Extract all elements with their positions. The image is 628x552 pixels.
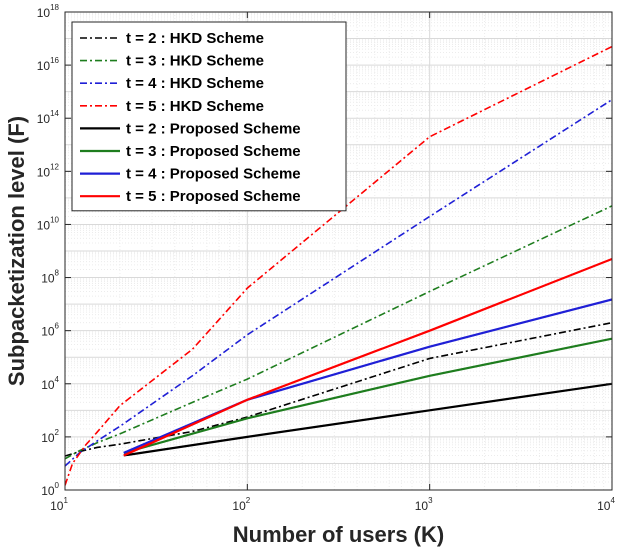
legend: t = 2 : HKD Scheme t = 3 : HKD Scheme t = … (71, 21, 347, 212)
series-line-6 (123, 337, 612, 454)
y-tick-label: 104 (41, 375, 59, 392)
x-tick-label: 103 (415, 496, 433, 513)
x-tick-label: 101 (50, 496, 68, 513)
legend-label-8: t = 5 : Proposed Scheme (126, 188, 301, 205)
y-tick-label: 102 (41, 428, 59, 445)
legend-box (71, 21, 347, 212)
y-tick-label: 106 (41, 322, 59, 339)
series-line-7 (123, 298, 612, 454)
series-line-3 (65, 98, 612, 467)
y-tick-label: 1014 (37, 109, 60, 126)
series-lines (65, 45, 612, 486)
series-line-8 (123, 257, 612, 457)
x-tick-label: 104 (597, 496, 615, 513)
legend-label-3: t = 4 : HKD Scheme (126, 75, 264, 92)
series-line-5 (123, 382, 612, 457)
legend-label-5: t = 2 : Proposed Scheme (126, 120, 301, 137)
axis-ticks: 101 102 103 104 100 102 104 106 108 1010 1012 1014 1… (37, 3, 616, 513)
y-tick-label: 1010 (37, 215, 60, 232)
legend-label-4: t = 5 : HKD Scheme (126, 98, 264, 115)
legend-label-2: t = 3 : HKD Scheme (126, 53, 264, 70)
y-tick-label: 1018 (37, 3, 60, 20)
legend-label-1: t = 2 : HKD Scheme (126, 30, 264, 47)
y-tick-label: 100 (41, 481, 59, 498)
plot-frame (64, 11, 613, 491)
y-tick-label: 1016 (37, 56, 60, 73)
y-tick-label: 108 (41, 269, 59, 286)
legend-label-6: t = 3 : Proposed Scheme (126, 143, 301, 160)
y-tick-label: 1012 (37, 162, 60, 179)
x-axis-title: Number of users (K) (233, 522, 444, 547)
series-line-4 (65, 45, 612, 486)
legend-label-7: t = 4 : Proposed Scheme (126, 166, 301, 183)
x-tick-label: 102 (232, 496, 250, 513)
y-axis-title: Subpacketization level (F) (4, 116, 29, 386)
